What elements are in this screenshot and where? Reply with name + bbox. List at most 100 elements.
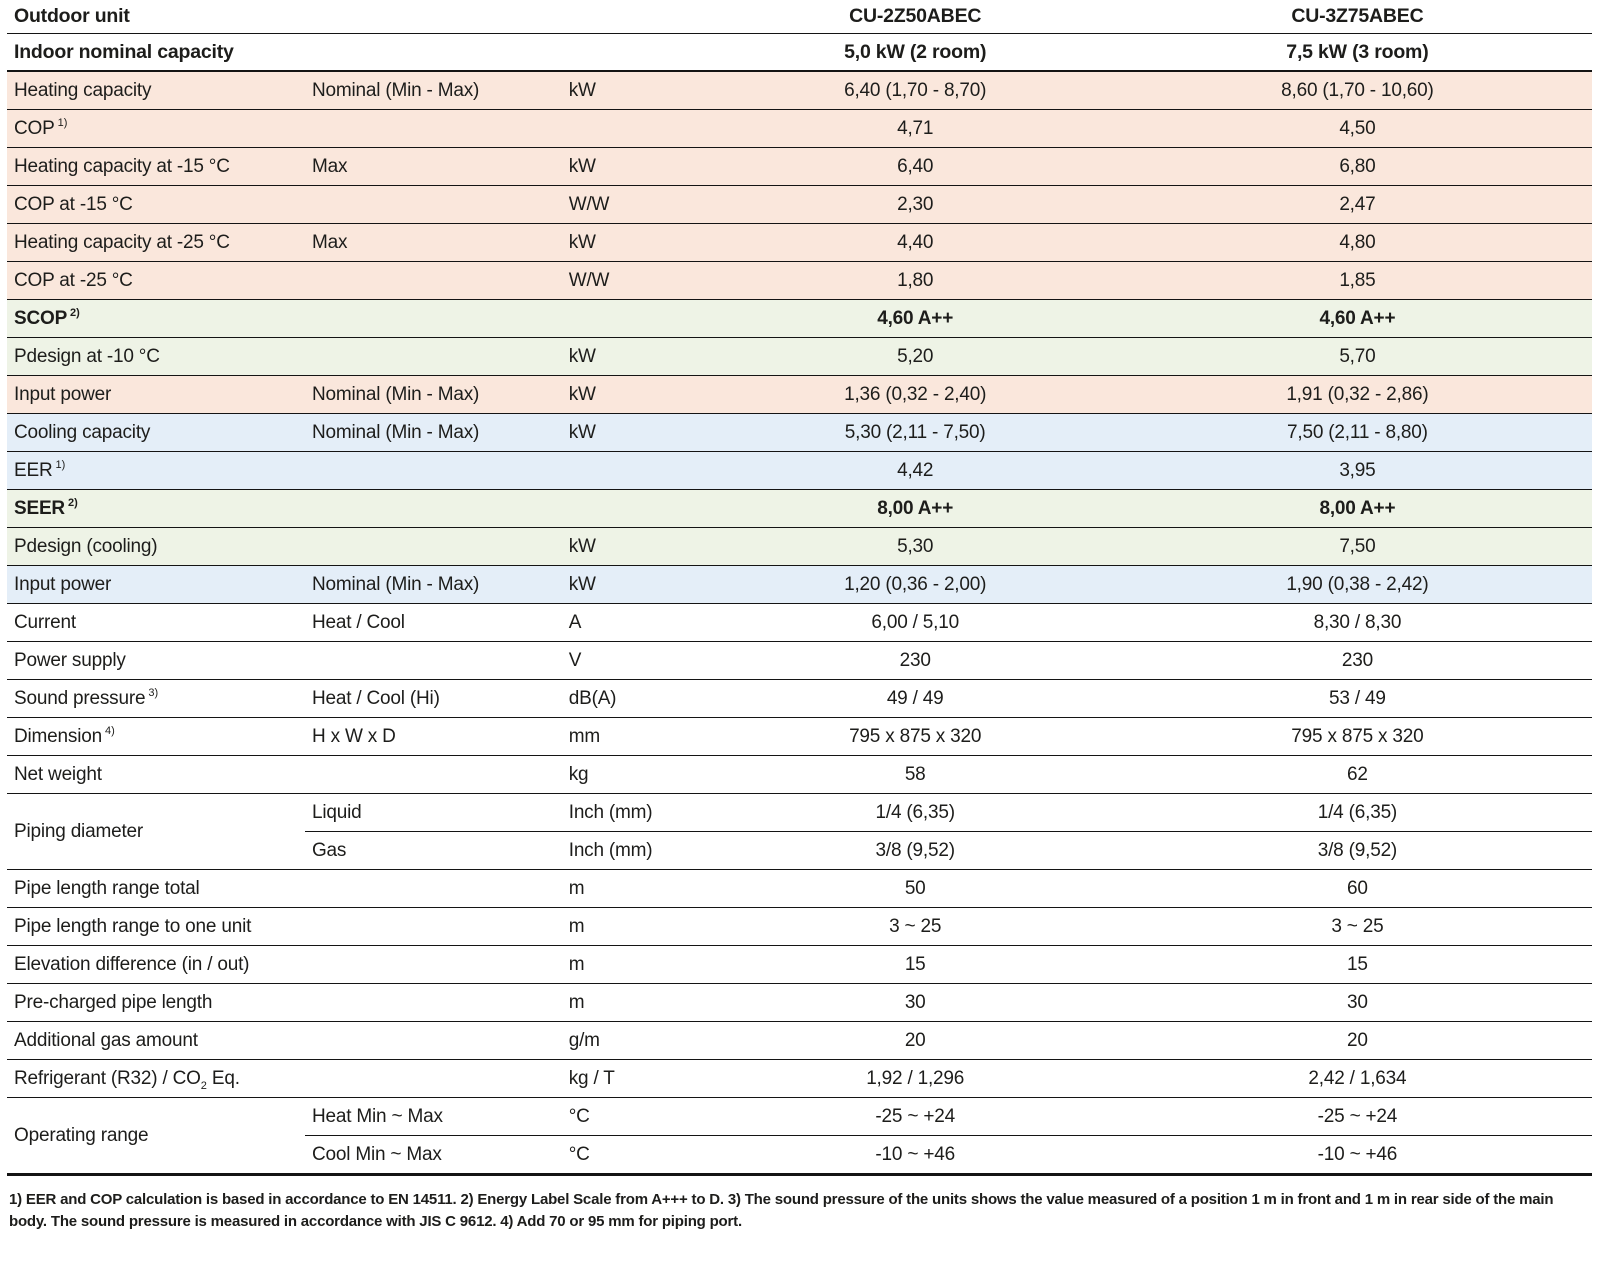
row-value-model2: -10 ~ +46 bbox=[1122, 1135, 1592, 1175]
label-superscript: 2) bbox=[70, 307, 80, 320]
row-value-model1: 58 bbox=[707, 755, 1123, 794]
row-label: Input power bbox=[7, 565, 305, 604]
table-row: Input power Nominal (Min - Max) kW 1,36 (0,… bbox=[7, 375, 1592, 414]
row-sublabel bbox=[304, 755, 562, 794]
table-row: Heating capacity Nominal (Min - Max) kW 6,4… bbox=[7, 71, 1592, 110]
row-unit: W/W bbox=[561, 261, 708, 300]
row-label: COP at -25 °C bbox=[7, 261, 305, 300]
table-row: COP at -15 °C W/W 2,30 2,47 bbox=[7, 185, 1592, 224]
row-value-model1: 4,40 bbox=[707, 223, 1123, 262]
row-unit: kW bbox=[561, 413, 708, 452]
row-label: Dimension 4) bbox=[7, 717, 305, 756]
row-label: Operating range bbox=[7, 1097, 305, 1175]
row-sublabel bbox=[304, 337, 562, 376]
row-sublabel bbox=[304, 185, 562, 224]
row-label: Power supply bbox=[7, 641, 305, 680]
row-label: Heating capacity at -25 °C bbox=[7, 223, 305, 262]
row-value-model2: 1,91 (0,32 - 2,86) bbox=[1122, 375, 1592, 414]
row-unit: kW bbox=[561, 337, 708, 376]
table-row: Cooling capacity Nominal (Min - Max) kW 5,3… bbox=[7, 413, 1592, 452]
row-label: Refrigerant (R32) / CO2 Eq. bbox=[7, 1059, 305, 1098]
row-unit: A bbox=[561, 603, 708, 642]
row-value-model1: 1,92 / 1,296 bbox=[707, 1059, 1123, 1098]
row-sublabel: Heat / Cool (Hi) bbox=[304, 679, 562, 718]
row-unit: °C bbox=[561, 1135, 708, 1175]
row-value-model1: 795 x 875 x 320 bbox=[707, 717, 1123, 756]
outdoor-unit-label: Outdoor unit bbox=[7, 0, 305, 34]
row-sublabel bbox=[304, 489, 562, 528]
row-sublabel bbox=[304, 261, 562, 300]
table-row: Sound pressure 3) Heat / Cool (Hi) dB(A) 49 … bbox=[7, 679, 1592, 718]
row-unit: W/W bbox=[561, 185, 708, 224]
table-row: Pipe length range to one unit m 3 ~ 25 3 ~ … bbox=[7, 907, 1592, 946]
row-unit: V bbox=[561, 641, 708, 680]
table-row: Elevation difference (in / out) m 15 15 bbox=[7, 945, 1592, 984]
indoor-capacity-label: Indoor nominal capacity bbox=[7, 33, 305, 72]
row-unit: Inch (mm) bbox=[561, 831, 708, 870]
row-unit: kW bbox=[561, 147, 708, 186]
row-sublabel: Nominal (Min - Max) bbox=[304, 375, 562, 414]
row-label: COP at -15 °C bbox=[7, 185, 305, 224]
header-spacer bbox=[561, 0, 708, 34]
row-value-model1: -25 ~ +24 bbox=[707, 1097, 1123, 1136]
row-sublabel: Liquid bbox=[304, 793, 562, 832]
row-value-model2: 60 bbox=[1122, 869, 1592, 908]
row-value-model2: 4,60 A++ bbox=[1122, 299, 1592, 338]
row-label: Pipe length range total bbox=[7, 869, 305, 908]
row-value-model1: 49 / 49 bbox=[707, 679, 1123, 718]
row-value-model2: 1,85 bbox=[1122, 261, 1592, 300]
row-unit bbox=[561, 489, 708, 528]
row-label: Heating capacity at -15 °C bbox=[7, 147, 305, 186]
row-value-model1: 5,20 bbox=[707, 337, 1123, 376]
table-row: Input power Nominal (Min - Max) kW 1,20 (0,… bbox=[7, 565, 1592, 604]
row-value-model2: 795 x 875 x 320 bbox=[1122, 717, 1592, 756]
spec-table-header: Outdoor unit CU-2Z50ABEC CU-3Z75ABEC Ind… bbox=[7, 0, 1592, 72]
row-unit bbox=[561, 451, 708, 490]
row-value-model1: 1,80 bbox=[707, 261, 1123, 300]
row-value-model1: 230 bbox=[707, 641, 1123, 680]
row-label: Sound pressure 3) bbox=[7, 679, 305, 718]
header-spacer bbox=[561, 33, 708, 72]
row-value-model1: 6,40 (1,70 - 8,70) bbox=[707, 71, 1123, 110]
row-value-model1: 5,30 bbox=[707, 527, 1123, 566]
row-value-model1: 1,20 (0,36 - 2,00) bbox=[707, 565, 1123, 604]
row-value-model2: 5,70 bbox=[1122, 337, 1592, 376]
label-superscript: 4) bbox=[104, 725, 115, 738]
row-value-model1: 1/4 (6,35) bbox=[707, 793, 1123, 832]
row-value-model2: 1,90 (0,38 - 2,42) bbox=[1122, 565, 1592, 604]
table-row: Cool Min ~ Max °C -10 ~ +46 -10 ~ +46 bbox=[7, 1135, 1592, 1175]
table-row: Net weight kg 58 62 bbox=[7, 755, 1592, 794]
row-value-model1: 15 bbox=[707, 945, 1123, 984]
table-row: Pre-charged pipe length m 30 30 bbox=[7, 983, 1592, 1022]
row-value-model1: 50 bbox=[707, 869, 1123, 908]
row-value-model2: 8,30 / 8,30 bbox=[1122, 603, 1592, 642]
table-row: Pdesign (cooling) kW 5,30 7,50 bbox=[7, 527, 1592, 566]
row-sublabel bbox=[304, 869, 562, 908]
table-row: Heating capacity at -25 °C Max kW 4,40 4,80 bbox=[7, 223, 1592, 262]
row-unit: kW bbox=[561, 223, 708, 262]
row-sublabel bbox=[304, 1059, 562, 1098]
row-value-model1: 6,00 / 5,10 bbox=[707, 603, 1123, 642]
row-sublabel: Heat / Cool bbox=[304, 603, 562, 642]
row-value-model1: -10 ~ +46 bbox=[707, 1135, 1123, 1175]
row-unit: m bbox=[561, 983, 708, 1022]
row-label: Net weight bbox=[7, 755, 305, 794]
header-row-models: Outdoor unit CU-2Z50ABEC CU-3Z75ABEC bbox=[7, 0, 1592, 34]
model-name-2: CU-3Z75ABEC bbox=[1122, 0, 1592, 34]
row-value-model1: 4,71 bbox=[707, 109, 1123, 148]
row-value-model2: 4,80 bbox=[1122, 223, 1592, 262]
row-unit: m bbox=[561, 907, 708, 946]
row-sublabel: Heat Min ~ Max bbox=[304, 1097, 562, 1136]
spec-table-body: Heating capacity Nominal (Min - Max) kW 6,4… bbox=[7, 71, 1592, 1175]
capacity-value-2: 7,5 kW (3 room) bbox=[1122, 33, 1592, 72]
table-row: SEER 2) 8,00 A++ 8,00 A++ bbox=[7, 489, 1592, 528]
row-value-model2: 4,50 bbox=[1122, 109, 1592, 148]
row-value-model1: 3 ~ 25 bbox=[707, 907, 1123, 946]
row-label: SEER 2) bbox=[7, 489, 305, 528]
spec-table: Outdoor unit CU-2Z50ABEC CU-3Z75ABEC Ind… bbox=[7, 0, 1592, 1176]
row-sublabel bbox=[304, 299, 562, 338]
model-name-1: CU-2Z50ABEC bbox=[707, 0, 1123, 34]
table-row: Gas Inch (mm) 3/8 (9,52) 3/8 (9,52) bbox=[7, 831, 1592, 870]
row-label: SCOP 2) bbox=[7, 299, 305, 338]
table-row: Pipe length range total m 50 60 bbox=[7, 869, 1592, 908]
